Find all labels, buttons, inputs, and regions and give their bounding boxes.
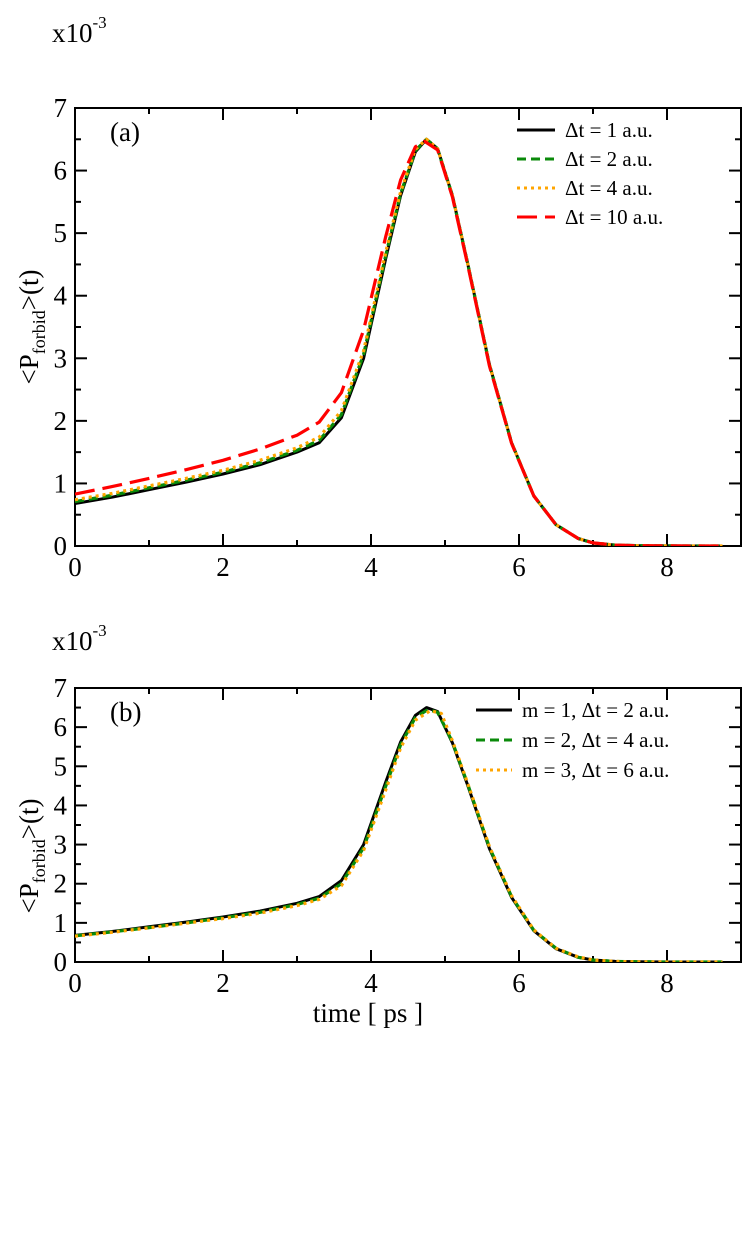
x-tick-label: 2 (216, 968, 230, 998)
y-axis-label-suffix: >(t) (14, 799, 44, 840)
scale-factor: x10-3 (52, 13, 107, 48)
x-tick-label: 4 (364, 968, 378, 998)
x-tick-label: 4 (364, 552, 378, 582)
y-axis-label-prefix: <P (14, 883, 44, 913)
scale-exponent: -3 (93, 13, 107, 32)
y-tick-label: 5 (54, 751, 68, 781)
x-axis-label: time [ ps ] (313, 998, 423, 1028)
scale-base: x10 (52, 18, 93, 48)
legend-label-3: Δt = 4 a.u. (565, 176, 653, 200)
scale-factor: x10-3 (52, 621, 107, 656)
x-tick-label: 8 (660, 968, 674, 998)
y-tick-label: 1 (54, 468, 68, 498)
y-tick-label: 6 (54, 156, 68, 186)
legend-label-2: Δt = 2 a.u. (565, 147, 653, 171)
y-axis-label-subscript: forbid (29, 310, 49, 354)
y-tick-label: 4 (54, 790, 68, 820)
legend-label-2: m = 2, Δt = 4 a.u. (522, 728, 669, 752)
y-axis-label-suffix: >(t) (14, 270, 44, 311)
y-tick-label: 6 (54, 712, 68, 742)
x-tick-label: 6 (512, 968, 526, 998)
y-tick-label: 3 (54, 343, 68, 373)
scale-base: x10 (52, 626, 93, 656)
y-tick-label: 7 (54, 673, 68, 703)
legend-label-4: Δt = 10 a.u. (565, 205, 663, 229)
y-tick-label: 4 (54, 281, 68, 311)
panel-label: (a) (110, 117, 140, 147)
x-tick-label: 8 (660, 552, 674, 582)
y-tick-label: 0 (54, 947, 68, 977)
y-tick-label: 7 (54, 93, 68, 123)
x-tick-label: 0 (68, 552, 82, 582)
y-axis-label-prefix: <P (14, 354, 44, 384)
y-tick-label: 2 (54, 869, 68, 899)
x-tick-label: 2 (216, 552, 230, 582)
x-tick-label: 6 (512, 552, 526, 582)
panel-label: (b) (110, 697, 141, 727)
y-axis-label: <Pforbid>(t) (14, 270, 49, 385)
series-line-4 (75, 139, 723, 546)
y-tick-label: 3 (54, 830, 68, 860)
y-axis-label-subscript: forbid (29, 839, 49, 883)
legend-label-1: Δt = 1 a.u. (565, 118, 653, 142)
series-line-3 (75, 709, 723, 962)
series-line-3 (75, 137, 723, 546)
legend-label-1: m = 1, Δt = 2 a.u. (522, 698, 669, 722)
scale-exponent: -3 (93, 621, 107, 640)
y-tick-label: 2 (54, 406, 68, 436)
y-tick-label: 1 (54, 908, 68, 938)
x-tick-label: 0 (68, 968, 82, 998)
y-axis-label: <Pforbid>(t) (14, 799, 49, 914)
panel-a: 0 2 4 6 8 0 1 2 3 4 5 6 7 x10-3 <Pforbid>(t) (a) Δt = 1 … (14, 13, 742, 582)
y-tick-label: 0 (54, 531, 68, 561)
legend-label-3: m = 3, Δt = 6 a.u. (522, 758, 669, 782)
y-tick-label: 5 (54, 218, 68, 248)
